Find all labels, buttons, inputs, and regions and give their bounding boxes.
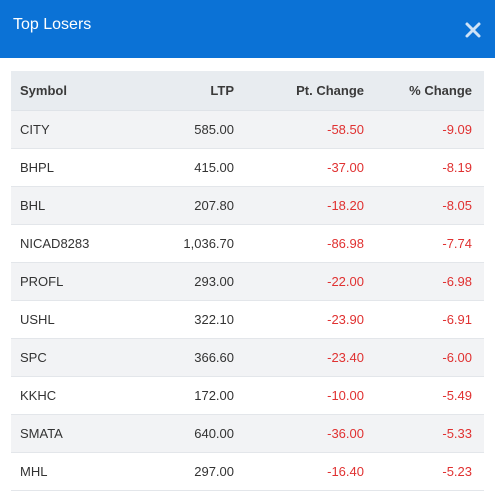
cell-ltp: 640.00 bbox=[194, 425, 234, 441]
cell-symbol: BHL bbox=[20, 197, 46, 213]
table-row[interactable]: SPC 366.60 -23.40 -6.00 bbox=[11, 338, 484, 376]
cell-ltp: 585.00 bbox=[194, 121, 234, 137]
cell-pct-change: -7.74 bbox=[442, 235, 472, 251]
cell-ltp: 293.00 bbox=[194, 273, 234, 289]
cell-pt-change: -16.40 bbox=[327, 463, 364, 479]
cell-pt-change: -23.40 bbox=[327, 349, 364, 365]
cell-symbol: KKHC bbox=[20, 387, 57, 403]
table-row[interactable]: SMATA 640.00 -36.00 -5.33 bbox=[11, 414, 484, 452]
cell-pct-change: -9.09 bbox=[442, 121, 472, 137]
cell-pt-change: -86.98 bbox=[327, 235, 364, 251]
cell-symbol: USHL bbox=[20, 311, 55, 327]
table-row[interactable]: BHPL 415.00 -37.00 -8.19 bbox=[11, 148, 484, 186]
cell-pct-change: -5.33 bbox=[442, 425, 472, 441]
cell-symbol: CITY bbox=[20, 121, 50, 137]
cell-pt-change: -22.00 bbox=[327, 273, 364, 289]
cell-pct-change: -8.05 bbox=[442, 197, 472, 213]
cell-symbol: SPC bbox=[20, 349, 47, 365]
cell-pt-change: -10.00 bbox=[327, 387, 364, 403]
cell-ltp: 297.00 bbox=[194, 463, 234, 479]
table-row[interactable]: MHL 297.00 -16.40 -5.23 bbox=[11, 452, 484, 490]
table-row[interactable]: PROFL 293.00 -22.00 -6.98 bbox=[11, 262, 484, 300]
losers-table: Symbol LTP Pt. Change % Change CITY 585.0… bbox=[11, 71, 484, 491]
dialog-header: Top Losers bbox=[0, 0, 495, 58]
cell-symbol: MHL bbox=[20, 463, 48, 479]
table-row[interactable]: CITY 585.00 -58.50 -9.09 bbox=[11, 110, 484, 148]
cell-pt-change: -23.90 bbox=[327, 311, 364, 327]
header-symbol: Symbol bbox=[11, 71, 150, 111]
cell-pt-change: -58.50 bbox=[327, 121, 364, 137]
cell-pt-change: -36.00 bbox=[327, 425, 364, 441]
cell-symbol: SMATA bbox=[20, 425, 63, 441]
cell-pct-change: -8.19 bbox=[442, 159, 472, 175]
cell-pt-change: -37.00 bbox=[327, 159, 364, 175]
cell-ltp: 415.00 bbox=[194, 159, 234, 175]
header-ltp: LTP bbox=[150, 71, 234, 111]
cell-pt-change: -18.20 bbox=[327, 197, 364, 213]
cell-pct-change: -6.98 bbox=[442, 273, 472, 289]
dialog-title: Top Losers bbox=[13, 16, 92, 33]
cell-ltp: 172.00 bbox=[194, 387, 234, 403]
cell-ltp: 322.10 bbox=[194, 311, 234, 327]
cell-pct-change: -5.23 bbox=[442, 463, 472, 479]
table-row[interactable]: KKHC 172.00 -10.00 -5.49 bbox=[11, 376, 484, 414]
cell-pct-change: -6.00 bbox=[442, 349, 472, 365]
header-pt-change: Pt. Change bbox=[234, 71, 364, 111]
table-row[interactable]: NICAD8283 1,036.70 -86.98 -7.74 bbox=[11, 224, 484, 262]
table-header-row: Symbol LTP Pt. Change % Change bbox=[11, 71, 484, 111]
cell-symbol: BHPL bbox=[20, 159, 54, 175]
losers-table-container: Symbol LTP Pt. Change % Change CITY 585.0… bbox=[11, 71, 484, 491]
close-icon[interactable] bbox=[462, 19, 484, 41]
table-row[interactable]: BHL 207.80 -18.20 -8.05 bbox=[11, 186, 484, 224]
cell-symbol: PROFL bbox=[20, 273, 64, 289]
header-pct-change: % Change bbox=[364, 71, 484, 111]
cell-pct-change: -6.91 bbox=[442, 311, 472, 327]
table-row[interactable]: USHL 322.10 -23.90 -6.91 bbox=[11, 300, 484, 338]
cell-ltp: 1,036.70 bbox=[183, 235, 234, 251]
cell-ltp: 207.80 bbox=[194, 197, 234, 213]
cell-symbol: NICAD8283 bbox=[20, 235, 90, 251]
cell-ltp: 366.60 bbox=[194, 349, 234, 365]
cell-pct-change: -5.49 bbox=[442, 387, 472, 403]
